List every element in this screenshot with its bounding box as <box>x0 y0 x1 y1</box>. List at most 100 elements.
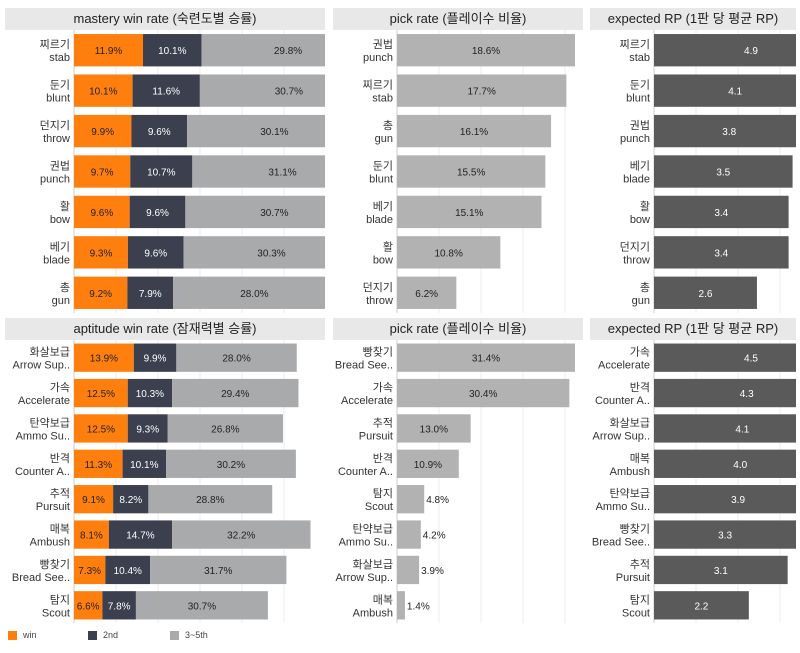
data-label: 10.4% <box>114 566 142 577</box>
data-label: 3.3 <box>718 531 732 542</box>
bar-win <box>74 155 131 188</box>
data-label: 30.7% <box>275 87 303 98</box>
data-label: 28.8% <box>196 495 224 506</box>
bar-2nd <box>143 34 202 67</box>
bar-2nd <box>105 555 151 585</box>
panel-mastery-pick-rate: pick rate (플레이수 비율) 권법 punch 18.6% 찌르기 stab 1… <box>333 8 583 313</box>
data-label: 3.4 <box>714 208 728 219</box>
category-sublabel: blade <box>366 214 393 226</box>
category-sublabel: Ambush <box>30 537 70 549</box>
bar-35th <box>166 449 296 478</box>
bar-2nd <box>113 485 149 514</box>
data-label: 30.2% <box>217 460 245 471</box>
data-label: 9.1% <box>82 495 105 506</box>
bar-35th <box>172 520 311 549</box>
data-label: 3.1 <box>714 566 728 577</box>
category-sublabel: throw <box>366 295 393 307</box>
legend-label: win <box>23 630 37 640</box>
category-label: 총 <box>640 281 650 294</box>
category-sublabel: Ambush <box>353 607 393 619</box>
bar <box>654 414 796 443</box>
bar-2nd <box>122 449 167 478</box>
data-label: 28.0% <box>222 354 250 365</box>
bar-35th <box>135 591 268 620</box>
category-sublabel: Pursuit <box>616 572 650 584</box>
category-sublabel: Counter A.. <box>595 395 650 407</box>
bar <box>654 343 796 372</box>
data-label: 4.2% <box>423 531 446 542</box>
category-label: 반격 <box>50 452 70 465</box>
bar-35th <box>173 276 325 309</box>
data-label: 14.7% <box>126 531 154 542</box>
chart-title: pick rate (플레이수 비율) <box>333 318 583 340</box>
bar <box>654 591 749 620</box>
category-sublabel: stab <box>372 93 393 105</box>
category-sublabel: blade <box>623 174 650 186</box>
bar <box>397 195 542 229</box>
category-label: 탐지 <box>630 593 650 606</box>
category-sublabel: Scout <box>365 501 393 513</box>
data-label: 30.7% <box>260 208 288 219</box>
category-sublabel: blunt <box>626 93 650 105</box>
category-sublabel: blunt <box>369 174 393 186</box>
bar-35th <box>183 236 325 269</box>
bar-35th <box>176 343 297 372</box>
category-label: 탐지 <box>50 593 70 606</box>
category-label: 총 <box>383 119 393 132</box>
bar-2nd <box>133 343 177 372</box>
bar <box>397 276 457 309</box>
bar-35th <box>192 155 325 188</box>
data-label: 30.1% <box>260 127 288 138</box>
legend-swatch <box>88 631 97 641</box>
bar-win <box>74 449 123 478</box>
category-label: 반격 <box>630 381 650 394</box>
category-label: 빵찾기 <box>40 558 70 571</box>
bar-35th <box>148 485 273 514</box>
bar-win <box>74 236 128 269</box>
data-label: 9.3% <box>136 424 159 435</box>
bar-win <box>74 378 128 408</box>
legend-label: 2nd <box>103 630 119 640</box>
legend-swatch <box>170 631 179 641</box>
category-sublabel: blade <box>43 254 70 266</box>
legend-swatch <box>8 631 17 641</box>
category-sublabel: Ambush <box>610 466 650 478</box>
category-label: 탄약보급 <box>353 522 393 536</box>
bar-35th <box>172 378 299 408</box>
bar-win <box>74 520 109 549</box>
data-label: 30.3% <box>257 248 285 259</box>
data-label: 29.8% <box>274 46 302 57</box>
category-sublabel: Accelerate <box>341 395 393 407</box>
bar <box>397 236 501 269</box>
bar <box>397 449 459 478</box>
category-label: 던지기 <box>620 240 650 253</box>
category-label: 권법 <box>630 119 650 132</box>
bar <box>654 276 757 309</box>
bar-win <box>74 414 128 443</box>
category-label: 권법 <box>373 38 393 51</box>
legend-item-3-5th: 3~5th <box>170 630 208 641</box>
legend-item-win: win <box>8 630 37 641</box>
category-sublabel: Accelerate <box>18 395 70 407</box>
data-label: 2.6 <box>699 289 713 300</box>
bar-2nd <box>127 378 173 408</box>
data-label: 6.6% <box>77 601 100 612</box>
category-sublabel: gun <box>375 133 393 145</box>
data-label: 4.5 <box>744 354 758 365</box>
bar-win <box>74 114 132 148</box>
category-label: 탐지 <box>373 487 393 500</box>
category-sublabel: Counter A.. <box>15 466 70 478</box>
data-label: 9.9% <box>91 127 114 138</box>
bar-35th <box>150 555 287 585</box>
category-sublabel: Arrow Sup.. <box>13 360 70 372</box>
data-label: 4.9 <box>744 46 758 57</box>
category-label: 탄약보급 <box>30 415 70 429</box>
bar <box>397 343 575 372</box>
category-label: 둔기 <box>50 79 70 92</box>
bar <box>654 195 789 229</box>
category-label: 베기 <box>373 200 393 213</box>
